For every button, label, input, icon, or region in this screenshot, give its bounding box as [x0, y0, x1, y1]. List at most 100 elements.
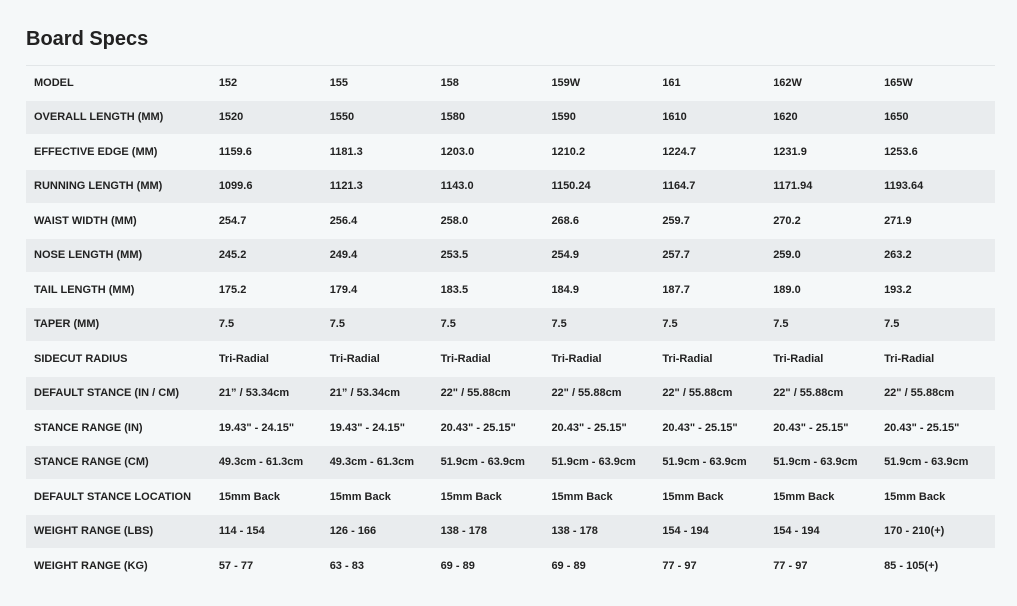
table-cell: 254.9 [551, 238, 663, 273]
table-cell: 15mm Back [773, 479, 885, 515]
table-cell: 15mm Back [440, 479, 552, 515]
table-cell: 187.7 [662, 272, 774, 308]
table-row: WAIST WIDTH (MM) 254.7 256.4 258.0 268.6 259.… [26, 203, 995, 239]
table-row: DEFAULT STANCE (IN / CM) 21” / 53.34cm 21”… [26, 376, 995, 411]
table-cell: 15mm Back [662, 479, 774, 515]
table-cell: 170 - 210(+) [884, 514, 995, 549]
row-label: WEIGHT RANGE (KG) [26, 548, 219, 584]
table-cell: 155 [329, 65, 441, 101]
table-cell: 85 - 105(+) [884, 548, 995, 584]
table-cell: 77 - 97 [773, 548, 885, 584]
table-row: NOSE LENGTH (MM) 245.2 249.4 253.5 254.9 257.… [26, 238, 995, 273]
table-row: MODEL 152 155 158 159W 161 162W 165W [26, 65, 995, 101]
table-row: WEIGHT RANGE (KG) 57 - 77 63 - 83 69 - 89 69… [26, 548, 995, 584]
table-cell: 20.43" - 25.15" [551, 410, 663, 446]
table-cell: 20.43" - 25.15" [884, 410, 995, 446]
table-cell: 126 - 166 [329, 514, 441, 549]
table-cell: Tri-Radial [551, 341, 663, 377]
table-cell: 1580 [440, 100, 552, 135]
table-row: OVERALL LENGTH (MM) 1520 1550 1580 1590 1610 1… [26, 100, 995, 135]
table-cell: 22" / 55.88cm [551, 376, 663, 411]
table-cell: 268.6 [551, 203, 663, 239]
row-label: SIDECUT RADIUS [26, 341, 219, 377]
table-cell: 51.9cm - 63.9cm [773, 445, 885, 480]
table-cell: 259.7 [662, 203, 774, 239]
table-cell: Tri-Radial [218, 341, 330, 377]
table-cell: 271.9 [884, 203, 995, 239]
table-cell: 7.5 [329, 307, 441, 342]
table-cell: 15mm Back [884, 479, 995, 515]
table-cell: 249.4 [329, 238, 441, 273]
table-cell: 183.5 [440, 272, 552, 308]
table-row: SIDECUT RADIUS Tri-Radial Tri-Radial Tri-Ra… [26, 341, 995, 377]
table-cell: 1203.0 [440, 134, 552, 170]
row-label: NOSE LENGTH (MM) [26, 238, 219, 273]
row-label: TAPER (MM) [26, 307, 219, 342]
table-cell: 63 - 83 [329, 548, 441, 584]
table-row: EFFECTIVE EDGE (MM) 1159.6 1181.3 1203.0 121… [26, 134, 995, 170]
table-cell: 51.9cm - 63.9cm [884, 445, 995, 480]
table-cell: 7.5 [773, 307, 885, 342]
page-title: Board Specs [26, 28, 149, 50]
table-row: STANCE RANGE (IN) 19.43" - 24.15" 19.43" -… [26, 410, 995, 446]
table-cell: 138 - 178 [440, 514, 552, 549]
table-cell: 1590 [551, 100, 663, 135]
row-label: WAIST WIDTH (MM) [26, 203, 219, 239]
table-cell: 253.5 [440, 238, 552, 273]
table-cell: 193.2 [884, 272, 995, 308]
table-cell: 161 [662, 65, 774, 101]
table-cell: 114 - 154 [218, 514, 330, 549]
table-cell: 1210.2 [551, 134, 663, 170]
table-cell: 263.2 [884, 238, 995, 273]
table-cell: 1164.7 [662, 169, 774, 204]
table-cell: Tri-Radial [884, 341, 995, 377]
table-row: RUNNING LENGTH (MM) 1099.6 1121.3 1143.0 115… [26, 169, 995, 204]
table-cell: 19.43" - 24.15" [329, 410, 441, 446]
table-cell: 15mm Back [218, 479, 330, 515]
table-cell: 49.3cm - 61.3cm [218, 445, 330, 480]
table-cell: Tri-Radial [662, 341, 774, 377]
table-cell: 20.43" - 25.15" [440, 410, 552, 446]
row-label: EFFECTIVE EDGE (MM) [26, 134, 219, 170]
table-cell: 1171.94 [773, 169, 885, 204]
table-cell: 1143.0 [440, 169, 552, 204]
table-cell: 1150.24 [551, 169, 663, 204]
table-cell: 256.4 [329, 203, 441, 239]
row-label: MODEL [26, 65, 219, 101]
table-cell: 154 - 194 [662, 514, 774, 549]
table-cell: 1610 [662, 100, 774, 135]
row-label: TAIL LENGTH (MM) [26, 272, 219, 308]
table-cell: 15mm Back [551, 479, 663, 515]
table-cell: 20.43" - 25.15" [773, 410, 885, 446]
table-row: STANCE RANGE (CM) 49.3cm - 61.3cm 49.3cm -… [26, 445, 995, 480]
table-row: WEIGHT RANGE (LBS) 114 - 154 126 - 166 138 … [26, 514, 995, 549]
table-cell: 22" / 55.88cm [773, 376, 885, 411]
table-row: TAPER (MM) 7.5 7.5 7.5 7.5 7.5 7.5 7.5 [26, 307, 995, 342]
table-cell: 154 - 194 [773, 514, 885, 549]
table-cell: 1193.64 [884, 169, 995, 204]
row-label: DEFAULT STANCE (IN / CM) [26, 376, 219, 411]
table-cell: 19.43" - 24.15" [218, 410, 330, 446]
table-cell: 21” / 53.34cm [218, 376, 330, 411]
table-cell: 69 - 89 [551, 548, 663, 584]
table-cell: 57 - 77 [218, 548, 330, 584]
table-cell: Tri-Radial [773, 341, 885, 377]
table-cell: 1224.7 [662, 134, 774, 170]
table-cell: 258.0 [440, 203, 552, 239]
table-cell: 69 - 89 [440, 548, 552, 584]
table-cell: 21” / 53.34cm [329, 376, 441, 411]
table-row: DEFAULT STANCE LOCATION 15mm Back 15mm Bac… [26, 479, 995, 515]
table-cell: 158 [440, 65, 552, 101]
row-label: STANCE RANGE (CM) [26, 445, 219, 480]
table-cell: 270.2 [773, 203, 885, 239]
row-label: DEFAULT STANCE LOCATION [26, 479, 219, 515]
table-cell: 138 - 178 [551, 514, 663, 549]
table-row: TAIL LENGTH (MM) 175.2 179.4 183.5 184.9 187.… [26, 272, 995, 308]
table-cell: 165W [884, 65, 995, 101]
table-cell: 77 - 97 [662, 548, 774, 584]
table-cell: 179.4 [329, 272, 441, 308]
table-cell: 162W [773, 65, 885, 101]
table-cell: 22" / 55.88cm [440, 376, 552, 411]
row-label: STANCE RANGE (IN) [26, 410, 219, 446]
row-label: RUNNING LENGTH (MM) [26, 169, 219, 204]
